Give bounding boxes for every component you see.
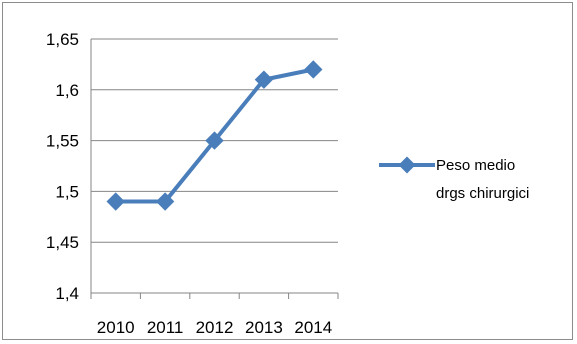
- series-layer: [106, 60, 323, 211]
- legend-label-line-1: Peso medio: [436, 157, 515, 174]
- x-tick-label: 2010: [97, 318, 135, 337]
- y-tick-label: 1,45: [46, 233, 79, 252]
- y-tick-label: 1,5: [55, 182, 79, 201]
- data-point-marker: [106, 192, 125, 211]
- data-point-marker: [205, 131, 224, 150]
- y-tick-label: 1,4: [55, 284, 79, 303]
- data-point-marker: [254, 70, 274, 89]
- x-tick-label: 2014: [294, 318, 332, 337]
- data-point-marker: [304, 60, 323, 79]
- y-tick-label: 1,55: [46, 132, 79, 151]
- legend-marker: [398, 156, 416, 174]
- chart-area: 1,4 1,45 1,5 1,55 1,6 1,65 2010 2011 2012 2013 20…: [2, 2, 573, 340]
- x-tick-labels: 2010 2011 2012 2013 2014: [97, 318, 332, 337]
- axes: [90, 39, 339, 299]
- data-point-marker: [155, 192, 175, 211]
- legend: Peso medio drgs chirurgici: [379, 156, 529, 202]
- y-tick-label: 1,65: [46, 30, 79, 49]
- legend-label-line-2: drgs chirurgici: [436, 185, 529, 202]
- y-tick-label: 1,6: [55, 81, 79, 100]
- line-chart: 1,41,451,51,551,61,65 2010 2011 2012 2013 20…: [46, 30, 529, 337]
- x-tick-label: 2012: [196, 318, 234, 337]
- x-tick-label: 2013: [245, 318, 283, 337]
- y-tick-labels: 1,4 1,45 1,5 1,55 1,6 1,65: [46, 30, 79, 303]
- x-tick-label: 2011: [147, 318, 184, 337]
